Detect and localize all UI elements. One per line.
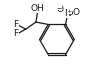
Text: −: −	[56, 5, 62, 10]
Text: O: O	[57, 5, 64, 14]
Text: F: F	[14, 29, 19, 38]
Text: F: F	[14, 20, 19, 29]
Text: OH: OH	[30, 4, 44, 13]
Text: O: O	[73, 8, 79, 17]
Text: +: +	[67, 9, 72, 14]
Text: N: N	[64, 9, 71, 18]
